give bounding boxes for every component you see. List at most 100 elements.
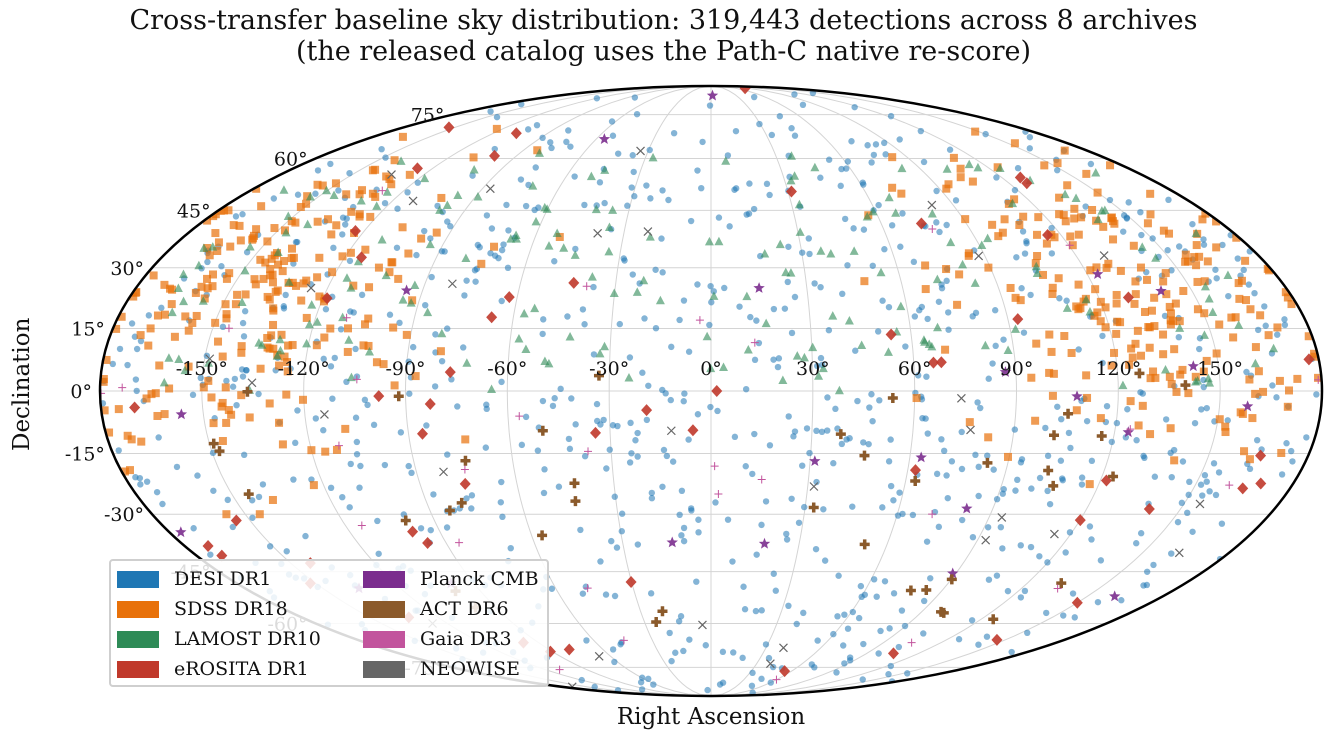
data-point-neowise	[997, 513, 1007, 522]
data-point-sdss-dr18	[288, 244, 297, 253]
data-point-desi-dr1	[817, 283, 824, 291]
data-point-neowise	[765, 659, 775, 669]
data-point-desi-dr1	[499, 513, 506, 521]
data-point-desi-dr1	[1151, 473, 1159, 480]
data-point-sdss-dr18	[1200, 309, 1209, 318]
data-point-sdss-dr18	[263, 237, 272, 246]
data-point-desi-dr1	[1253, 436, 1261, 444]
data-point-sdss-dr18	[347, 207, 356, 216]
data-point-lamost-dr10	[469, 164, 479, 174]
data-point-desi-dr1	[1240, 266, 1247, 274]
data-point-gaia-dr3	[342, 313, 351, 322]
ra-tick-label: 60°	[898, 358, 932, 380]
data-point-desi-dr1	[116, 345, 124, 353]
data-point-lamost-dr10	[164, 353, 174, 362]
data-point-desi-dr1	[1287, 447, 1295, 455]
data-point-lamost-dr10	[382, 187, 392, 196]
data-point-sdss-dr18	[1074, 280, 1083, 289]
data-point-sdss-dr18	[125, 466, 134, 475]
data-point-desi-dr1	[1122, 434, 1130, 441]
data-point-desi-dr1	[1036, 553, 1043, 560]
data-point-sdss-dr18	[984, 433, 993, 442]
data-point-desi-dr1	[652, 266, 659, 273]
data-point-desi-dr1	[694, 411, 702, 418]
data-point-desi-dr1	[849, 608, 857, 616]
data-point-planck-cmb	[1122, 426, 1134, 438]
data-point-lamost-dr10	[377, 234, 387, 244]
data-point-sdss-dr18	[167, 300, 176, 309]
data-point-sdss-dr18	[211, 318, 220, 327]
data-point-sdss-dr18	[1193, 305, 1202, 314]
data-point-sdss-dr18	[1273, 323, 1282, 332]
data-point-lamost-dr10	[964, 159, 974, 169]
data-point-lamost-dr10	[587, 272, 597, 281]
data-point-sdss-dr18	[1145, 343, 1154, 352]
data-point-desi-dr1	[943, 221, 950, 229]
data-point-planck-cmb	[947, 567, 959, 579]
data-point-planck-cmb	[1241, 400, 1254, 412]
data-point-desi-dr1	[860, 226, 868, 233]
data-point-act-dr6	[593, 370, 604, 381]
data-point-sdss-dr18	[1096, 297, 1105, 306]
data-point-desi-dr1	[855, 614, 863, 622]
data-point-sdss-dr18	[218, 352, 227, 361]
data-point-desi-dr1	[749, 470, 756, 478]
data-point-sdss-dr18	[1221, 422, 1230, 431]
data-point-sdss-dr18	[1134, 421, 1143, 430]
data-point-desi-dr1	[631, 193, 638, 200]
data-point-lamost-dr10	[704, 236, 714, 246]
data-point-desi-dr1	[1281, 316, 1288, 323]
data-point-sdss-dr18	[382, 172, 391, 181]
data-point-planck-cmb	[961, 502, 973, 514]
data-point-sdss-dr18	[1229, 333, 1238, 342]
data-point-desi-dr1	[945, 326, 952, 333]
data-point-sdss-dr18	[359, 341, 368, 350]
data-point-desi-dr1	[715, 214, 723, 221]
data-point-sdss-dr18	[1281, 288, 1290, 297]
data-point-desi-dr1	[781, 305, 789, 312]
data-point-desi-dr1	[666, 629, 673, 637]
data-point-desi-dr1	[1289, 458, 1296, 465]
data-point-desi-dr1	[137, 481, 144, 488]
data-point-desi-dr1	[775, 355, 783, 362]
data-point-planck-cmb	[175, 526, 187, 538]
data-point-desi-dr1	[531, 206, 538, 214]
data-point-sdss-dr18	[338, 252, 347, 261]
data-point-erosita-dr1	[355, 251, 367, 264]
legend-swatch	[117, 630, 159, 648]
data-point-sdss-dr18	[1060, 146, 1069, 155]
data-point-desi-dr1	[896, 136, 903, 143]
data-point-lamost-dr10	[514, 334, 524, 343]
data-point-desi-dr1	[505, 227, 512, 234]
data-point-desi-dr1	[143, 478, 151, 485]
data-point-sdss-dr18	[151, 389, 160, 398]
data-point-sdss-dr18	[326, 324, 335, 333]
data-point-erosita-dr1	[373, 390, 385, 403]
data-point-desi-dr1	[668, 657, 675, 665]
data-point-sdss-dr18	[1162, 290, 1171, 299]
data-point-sdss-dr18	[197, 282, 206, 291]
data-point-desi-dr1	[751, 430, 758, 438]
data-point-desi-dr1	[128, 320, 136, 327]
data-point-desi-dr1	[999, 545, 1006, 552]
data-point-desi-dr1	[1011, 426, 1019, 433]
data-point-lamost-dr10	[410, 280, 420, 290]
data-point-lamost-dr10	[473, 192, 483, 201]
data-point-act-dr6	[460, 455, 471, 466]
data-point-lamost-dr10	[1118, 380, 1128, 390]
data-point-sdss-dr18	[1144, 323, 1153, 332]
data-point-desi-dr1	[1057, 457, 1065, 464]
data-point-sdss-dr18	[283, 358, 292, 367]
data-point-lamost-dr10	[372, 201, 382, 210]
data-point-desi-dr1	[931, 508, 939, 516]
data-point-desi-dr1	[917, 127, 925, 135]
data-point-desi-dr1	[233, 401, 240, 409]
data-point-desi-dr1	[487, 108, 494, 115]
data-point-desi-dr1	[927, 575, 934, 582]
data-point-planck-cmb	[400, 284, 413, 296]
data-point-lamost-dr10	[810, 162, 820, 172]
data-point-desi-dr1	[788, 329, 796, 337]
data-point-desi-dr1	[1185, 491, 1192, 499]
data-point-desi-dr1	[1196, 345, 1203, 353]
data-point-act-dr6	[444, 505, 455, 516]
